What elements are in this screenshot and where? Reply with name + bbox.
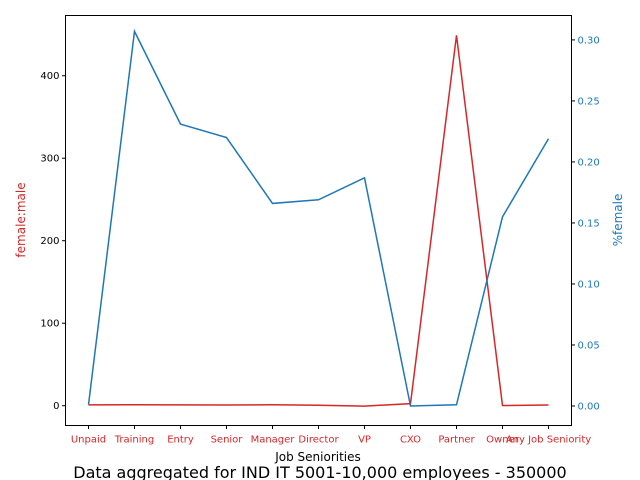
right-y-axis: 0.00 0.05 0.10 0.15 0.20 0.25 0.30	[571, 35, 600, 412]
right-y-tick-label: 0.25	[578, 96, 600, 107]
x-tick-label: Any Job Seniority	[506, 435, 591, 446]
right-y-tick-label: 0.15	[578, 218, 600, 229]
x-axis: Unpaid Training Entry Senior Manager Director…	[71, 425, 591, 446]
x-tick-label: CXO	[400, 435, 421, 446]
x-tick-label: VP	[358, 435, 371, 446]
female-male-ratio-series-line	[88, 35, 549, 407]
x-tick-label: Entry	[167, 435, 194, 446]
x-tick-label: Director	[298, 435, 339, 446]
right-y-tick-label: 0.30	[578, 35, 600, 46]
x-tick-label: Senior	[211, 435, 244, 446]
plot-frame	[65, 15, 572, 426]
x-tick-label: Unpaid	[71, 435, 106, 446]
left-y-tick-label: 0	[53, 401, 59, 412]
x-tick-label: Manager	[251, 435, 296, 446]
left-y-tick-label: 300	[40, 154, 59, 165]
x-tick-label: Partner	[438, 435, 475, 446]
left-y-axis-title: female:male	[14, 182, 28, 257]
right-y-tick-label: 0.00	[578, 401, 600, 412]
plot-layer	[87, 28, 550, 407]
percent-female-series-line	[87, 28, 550, 407]
left-y-tick-label: 400	[40, 71, 59, 82]
right-y-tick-label: 0.10	[578, 279, 600, 290]
right-y-axis-title: %female	[611, 194, 625, 247]
right-y-tick-label: 0.05	[578, 340, 600, 351]
left-y-tick-label: 100	[40, 319, 59, 330]
x-axis-title: Job Seniorities	[274, 450, 361, 464]
right-y-tick-label: 0.20	[578, 157, 600, 168]
x-tick-label: Training	[114, 435, 154, 446]
chart-title: Data aggregated for IND IT 5001-10,000 e…	[73, 463, 566, 480]
x-tick-label: Owner	[486, 435, 520, 446]
left-y-axis: 0 100 200 300 400	[40, 71, 66, 412]
left-y-tick-label: 200	[40, 236, 59, 247]
